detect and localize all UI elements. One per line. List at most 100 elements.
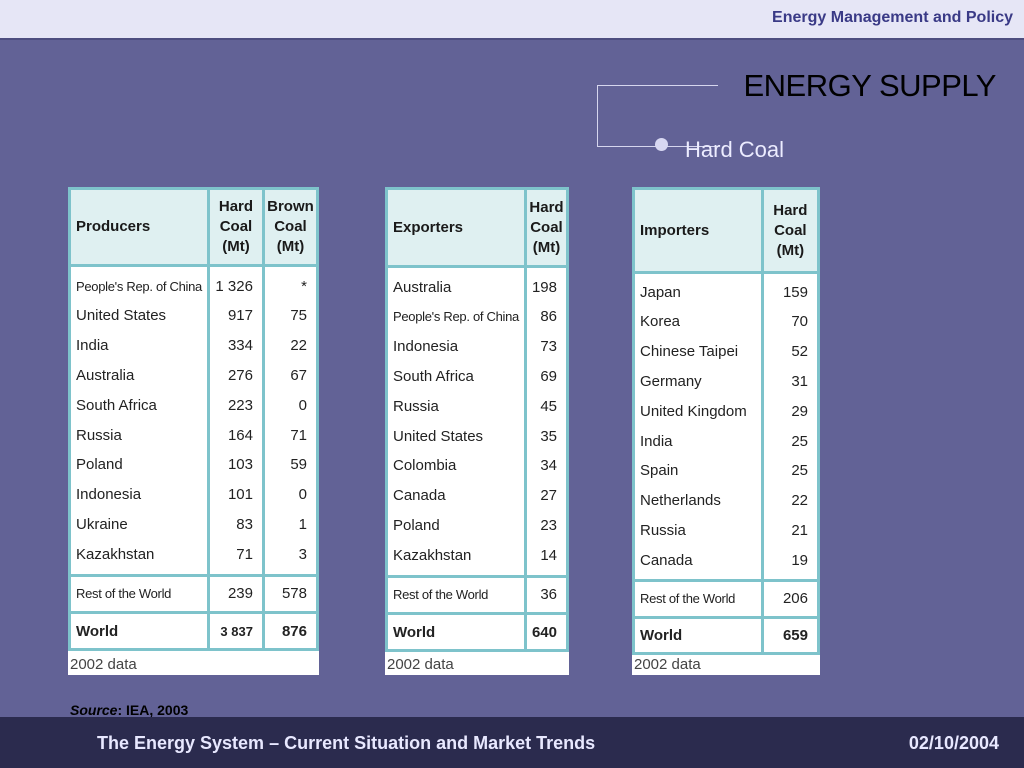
- list-item: Kazakhstan: [393, 546, 472, 564]
- list-item: Spain: [640, 462, 679, 480]
- list-item: 34: [540, 457, 557, 475]
- list-item: 73: [540, 338, 557, 356]
- list-item: 3: [298, 545, 307, 563]
- exporters-header-hard-coal: Hard Coal (Mt): [523, 187, 570, 268]
- list-item: South Africa: [393, 367, 474, 385]
- importers-header-label: Importers: [632, 187, 764, 274]
- list-item: Russia: [76, 426, 122, 444]
- list-item: 70: [791, 313, 808, 331]
- list-item: Kazakhstan: [76, 545, 155, 563]
- exporters-table: Exporters Hard Coal (Mt) Australia Peopl…: [385, 187, 570, 652]
- source-text: : IEA, 2003: [117, 702, 189, 718]
- list-item: Indonesia: [393, 338, 459, 356]
- producers-rest-brown: 578: [261, 574, 320, 614]
- importers-header-hard-coal: Hard Coal (Mt): [760, 187, 821, 274]
- list-item: 276: [227, 366, 253, 384]
- producers-rest-hard: 239: [206, 574, 265, 614]
- exporters-note: 2002 data: [387, 656, 454, 673]
- list-item: 71: [236, 545, 253, 563]
- list-item: Colombia: [393, 457, 457, 475]
- list-item: 71: [290, 426, 307, 444]
- importers-table-box: Importers Hard Coal (Mt) Japan Korea Chi…: [632, 187, 821, 675]
- list-item: United States: [76, 307, 167, 325]
- producers-world-label: World: [68, 611, 210, 651]
- list-item: People's Rep. of China: [393, 309, 519, 325]
- importers-rest-hard: 206: [760, 579, 821, 619]
- list-item: People's Rep. of China: [76, 278, 202, 294]
- list-item: Canada: [393, 487, 446, 505]
- list-item: Russia: [640, 521, 686, 539]
- importers-country-column: Japan Korea Chinese Taipei Germany Unite…: [632, 271, 764, 582]
- importers-rest-label: Rest of the World: [632, 579, 764, 619]
- importers-world-label: World: [632, 616, 764, 655]
- list-item: 86: [540, 308, 557, 326]
- producers-world-hard: 3 837: [206, 611, 265, 651]
- exporters-rest-label: Rest of the World: [385, 575, 527, 615]
- producers-rest-label: Rest of the World: [68, 574, 210, 614]
- list-item: 14: [540, 546, 557, 564]
- importers-table: Importers Hard Coal (Mt) Japan Korea Chi…: [632, 187, 821, 655]
- bullet-dot-icon: [655, 138, 668, 151]
- list-item: 101: [227, 486, 253, 504]
- list-item: 198: [531, 278, 557, 296]
- list-item: Korea: [640, 313, 681, 331]
- list-item: 103: [227, 456, 253, 474]
- exporters-table-box: Exporters Hard Coal (Mt) Australia Peopl…: [385, 187, 570, 675]
- importers-world-hard: 659: [760, 616, 821, 655]
- list-item: 27: [540, 487, 557, 505]
- list-item: 31: [791, 372, 808, 390]
- exporters-rest-hard: 36: [523, 575, 570, 615]
- producers-brown-coal-column: * 75 22 67 0 71 59 0 1 3: [261, 264, 320, 577]
- list-item: 45: [540, 397, 557, 415]
- list-item: United Kingdom: [640, 402, 747, 420]
- list-item: Australia: [393, 278, 452, 296]
- list-item: 29: [791, 402, 808, 420]
- list-item: 67: [290, 366, 307, 384]
- source-citation: Source: IEA, 2003: [70, 702, 188, 718]
- list-item: Poland: [76, 456, 123, 474]
- list-item: Australia: [76, 366, 135, 384]
- producers-table-box: Producers Hard Coal (Mt) Brown Coal (Mt)…: [68, 187, 320, 675]
- list-item: 21: [791, 521, 808, 539]
- list-item: 334: [227, 337, 253, 355]
- list-item: 25: [791, 432, 808, 450]
- list-item: 23: [540, 516, 557, 534]
- importers-hard-coal-column: 159 70 52 31 29 25 25 22 21 19: [760, 271, 821, 582]
- producers-country-column: People's Rep. of China United States Ind…: [68, 264, 210, 577]
- header-bar: Energy Management and Policy: [0, 0, 1024, 40]
- list-item: 52: [791, 343, 808, 361]
- list-item: 19: [791, 551, 808, 569]
- list-item: Indonesia: [76, 486, 142, 504]
- list-item: 917: [227, 307, 253, 325]
- producers-header-label: Producers: [68, 187, 210, 267]
- list-item: Ukraine: [76, 515, 128, 533]
- list-item: 22: [791, 492, 808, 510]
- list-item: 75: [290, 307, 307, 325]
- exporters-hard-coal-column: 198 86 73 69 45 35 34 27 23 14: [523, 265, 570, 578]
- list-item: 159: [782, 283, 808, 301]
- producers-table: Producers Hard Coal (Mt) Brown Coal (Mt)…: [68, 187, 320, 651]
- footer-title: The Energy System – Current Situation an…: [97, 733, 596, 753]
- producers-hard-coal-column: 1 326 917 334 276 223 164 103 101 83 71: [206, 264, 265, 577]
- footer-bar: The Energy System – Current Situation an…: [0, 717, 1024, 768]
- producers-note: 2002 data: [70, 656, 137, 673]
- slide-subtitle: Hard Coal: [685, 137, 785, 162]
- exporters-country-column: Australia People's Rep. of China Indones…: [385, 265, 527, 578]
- producers-world-brown: 876: [261, 611, 320, 651]
- list-item: 35: [540, 427, 557, 445]
- list-item: Netherlands: [640, 492, 721, 510]
- list-item: Japan: [640, 283, 681, 301]
- list-item: Russia: [393, 397, 439, 415]
- producers-header-hard-coal: Hard Coal (Mt): [206, 187, 265, 267]
- footer-date: 02/10/2004: [908, 733, 999, 753]
- list-item: India: [76, 337, 109, 355]
- list-item: Poland: [393, 516, 440, 534]
- exporters-header-label: Exporters: [385, 187, 527, 268]
- list-item: United States: [393, 427, 484, 445]
- slide-title: ENERGY SUPPLY: [743, 68, 996, 103]
- list-item: 25: [791, 462, 808, 480]
- list-item: Germany: [640, 372, 702, 390]
- list-item: 59: [290, 456, 307, 474]
- list-item: 164: [227, 426, 253, 444]
- header-title: Energy Management and Policy: [772, 9, 1013, 26]
